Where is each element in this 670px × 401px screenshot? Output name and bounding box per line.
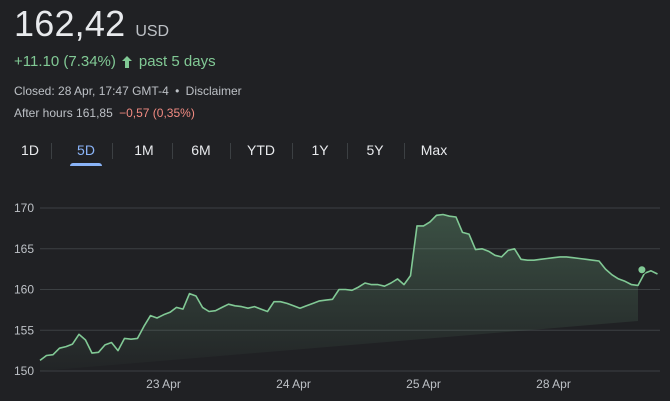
tab-label: 5D (77, 142, 95, 158)
y-tick-label: 155 (14, 323, 34, 337)
change-period: past 5 days (138, 53, 216, 70)
after-hours-label: After hours (14, 106, 73, 120)
tab-max[interactable]: Max (417, 136, 451, 166)
tab-divider (112, 143, 113, 159)
y-tick-label: 150 (14, 364, 34, 378)
after-hours: After hours 161,85 −0,57 (0,35%) (14, 106, 195, 121)
tab-5y[interactable]: 5Y (361, 136, 389, 166)
tab-1d[interactable]: 1D (16, 136, 44, 166)
y-tick-label: 160 (14, 283, 34, 297)
tab-label: 5Y (366, 142, 384, 158)
price-line (39, 213, 658, 362)
active-tab-indicator (70, 163, 102, 166)
y-tick-label: 165 (14, 242, 34, 256)
after-hours-price: 161,85 (76, 106, 113, 120)
tab-divider (292, 143, 293, 159)
tab-divider (51, 143, 52, 159)
price-change: +11.10 (7.34%) past 5 days (14, 53, 216, 71)
x-tick-label: 23 Apr (146, 377, 181, 391)
price-chart[interactable]: 150 155 160 165 170 23 Apr 24 Apr 25 Apr 28 Apr (0, 190, 670, 401)
tab-divider (230, 143, 231, 159)
price-area-fill (40, 214, 638, 371)
tab-1y[interactable]: 1Y (306, 136, 334, 166)
separator-dot: • (175, 84, 180, 98)
tab-divider (347, 143, 348, 159)
tab-1m[interactable]: 1M (129, 136, 159, 166)
price-header: 162,42 USD (14, 3, 169, 45)
tab-label: YTD (247, 142, 275, 158)
x-tick-label: 28 Apr (536, 377, 571, 391)
tab-label: 1Y (311, 142, 329, 158)
tab-divider (404, 143, 405, 159)
tab-5d[interactable]: 5D (70, 136, 102, 166)
tab-label: 1D (21, 142, 39, 158)
arrow-up-icon (121, 56, 132, 68)
tab-label: Max (420, 142, 448, 158)
closed-time: Closed: 28 Apr, 17:47 GMT-4 (14, 84, 169, 98)
current-price: 162,42 (14, 3, 126, 44)
change-value: +11.10 (7.34%) (14, 53, 116, 70)
x-tick-label: 25 Apr (406, 377, 441, 391)
range-tabs: 1D 5D 1M 6M YTD 1Y 5Y Max (0, 136, 470, 166)
current-price-marker (637, 265, 647, 275)
tab-ytd[interactable]: YTD (243, 136, 279, 166)
market-status: Closed: 28 Apr, 17:47 GMT-4 • Disclaimer (14, 84, 242, 99)
tab-label: 1M (134, 142, 154, 158)
after-hours-change: −0,57 (0,35%) (119, 106, 195, 120)
disclaimer-link[interactable]: Disclaimer (185, 84, 242, 98)
currency-label: USD (135, 23, 170, 40)
tab-label: 6M (191, 142, 211, 158)
tab-6m[interactable]: 6M (186, 136, 216, 166)
x-tick-label: 24 Apr (276, 377, 311, 391)
y-tick-label: 170 (14, 201, 34, 215)
tab-divider (172, 143, 173, 159)
